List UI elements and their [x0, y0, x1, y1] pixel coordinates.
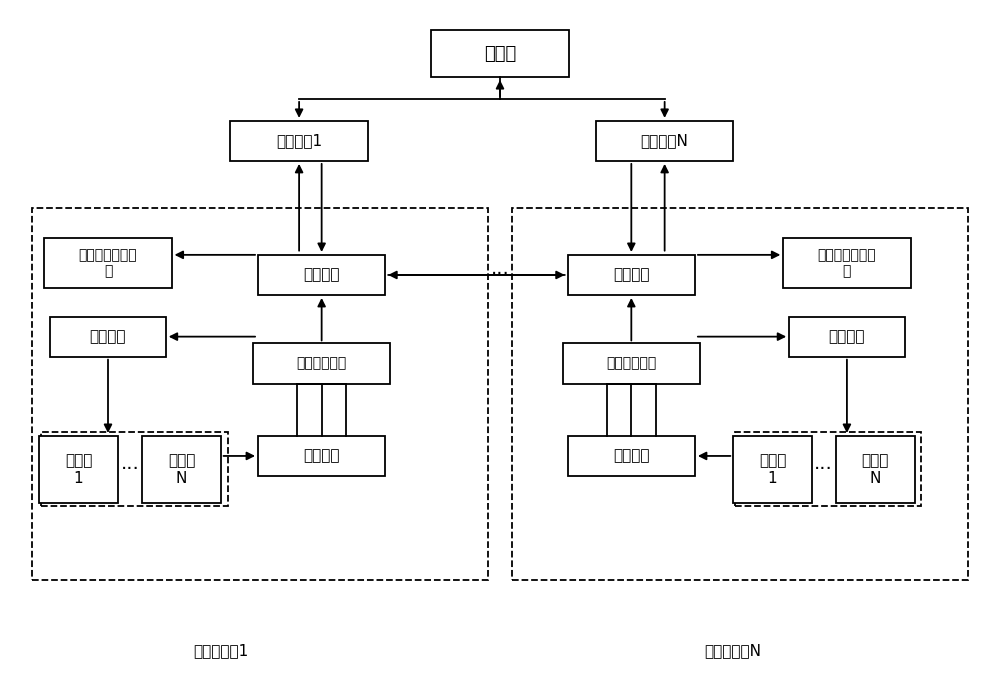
Text: 服务器: 服务器	[484, 44, 516, 63]
FancyBboxPatch shape	[783, 238, 911, 288]
Text: 信息采集模块: 信息采集模块	[606, 356, 656, 371]
Text: 充电子系统N: 充电子系统N	[705, 643, 762, 658]
FancyBboxPatch shape	[253, 343, 390, 384]
FancyBboxPatch shape	[258, 255, 385, 295]
FancyBboxPatch shape	[563, 343, 700, 384]
Text: 通信模块1: 通信模块1	[276, 133, 322, 148]
FancyBboxPatch shape	[258, 436, 385, 476]
Bar	[735, 432, 921, 506]
Text: 充电枪
1: 充电枪 1	[65, 453, 92, 486]
Bar	[41, 432, 228, 506]
Text: 控制模块: 控制模块	[613, 267, 650, 282]
FancyBboxPatch shape	[230, 121, 368, 161]
Text: 充电枪
1: 充电枪 1	[759, 453, 786, 486]
FancyBboxPatch shape	[142, 436, 221, 503]
Text: ···: ···	[121, 460, 140, 479]
Text: ···: ···	[491, 265, 509, 285]
FancyBboxPatch shape	[596, 121, 733, 161]
Text: 信息采集模块: 信息采集模块	[297, 356, 347, 371]
Text: 充电枪
N: 充电枪 N	[168, 453, 195, 486]
FancyBboxPatch shape	[568, 255, 695, 295]
FancyBboxPatch shape	[50, 317, 166, 357]
Text: ···: ···	[814, 460, 833, 479]
Text: 充电枪
N: 充电枪 N	[862, 453, 889, 486]
FancyBboxPatch shape	[431, 30, 569, 77]
FancyBboxPatch shape	[836, 436, 915, 503]
Text: 反馈模块: 反馈模块	[613, 449, 650, 464]
Text: 启停状态控制模
块: 启停状态控制模 块	[818, 248, 876, 278]
Text: 通信模块N: 通信模块N	[641, 133, 689, 148]
Bar	[32, 208, 488, 580]
FancyBboxPatch shape	[789, 317, 905, 357]
Text: 控制模块: 控制模块	[303, 267, 340, 282]
FancyBboxPatch shape	[733, 436, 812, 503]
Text: 功控模块: 功控模块	[829, 329, 865, 344]
Text: 充电子系瀖1: 充电子系瀖1	[193, 643, 248, 658]
Text: 启停状态控制模
块: 启停状态控制模 块	[79, 248, 137, 278]
Text: 功控模块: 功控模块	[90, 329, 126, 344]
Bar	[512, 208, 968, 580]
FancyBboxPatch shape	[568, 436, 695, 476]
Text: 反馈模块: 反馈模块	[303, 449, 340, 464]
FancyBboxPatch shape	[39, 436, 118, 503]
FancyBboxPatch shape	[44, 238, 172, 288]
